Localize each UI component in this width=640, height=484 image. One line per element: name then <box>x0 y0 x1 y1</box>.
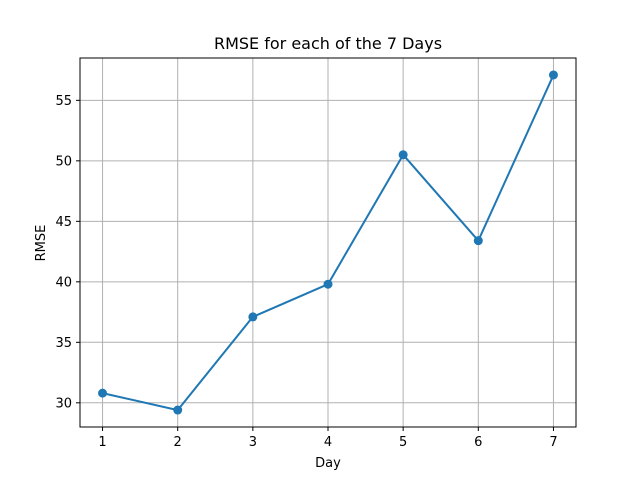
data-points <box>98 70 558 415</box>
x-axis-label: Day <box>315 456 341 471</box>
y-tick-label: 45 <box>55 215 72 230</box>
y-axis-label: RMSE <box>34 225 49 262</box>
y-tick-label: 30 <box>55 396 72 411</box>
chart-title: RMSE for each of the 7 Days <box>214 34 442 53</box>
y-tick-label: 35 <box>55 336 72 351</box>
y-tick-label: 55 <box>55 94 72 109</box>
data-point <box>323 279 333 289</box>
data-point <box>173 405 183 415</box>
grid <box>80 58 576 427</box>
data-point <box>98 388 108 398</box>
data-point <box>548 70 558 80</box>
x-tick-label: 6 <box>474 435 482 450</box>
x-axis-ticks: 1 2 3 4 5 6 7 <box>98 427 558 450</box>
data-point <box>473 236 483 246</box>
data-point <box>398 150 408 160</box>
x-tick-label: 5 <box>399 435 407 450</box>
data-point <box>248 312 258 322</box>
y-tick-label: 50 <box>55 154 72 169</box>
y-tick-label: 40 <box>55 275 72 290</box>
x-tick-label: 4 <box>324 435 332 450</box>
x-tick-label: 2 <box>174 435 182 450</box>
x-tick-label: 7 <box>549 435 557 450</box>
x-tick-label: 3 <box>249 435 257 450</box>
x-tick-label: 1 <box>98 435 106 450</box>
y-axis-ticks: 30 35 40 45 50 55 <box>55 94 80 411</box>
